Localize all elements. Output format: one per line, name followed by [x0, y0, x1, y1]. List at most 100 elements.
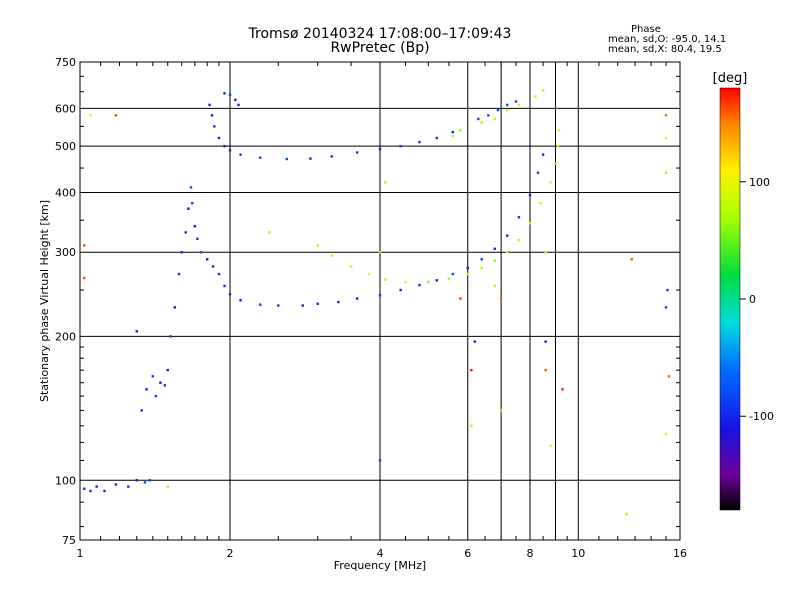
data-point-o	[378, 147, 382, 151]
data-point-o	[217, 272, 221, 276]
colorbar-unit-label: [deg]	[713, 71, 748, 86]
data-point-outliers	[459, 297, 462, 300]
data-point-o	[234, 98, 237, 102]
data-point-o	[211, 265, 215, 268]
data-point-o	[169, 335, 172, 338]
data-point-o	[505, 103, 509, 107]
data-point-o	[196, 237, 199, 241]
data-point-outliers	[667, 375, 671, 378]
phase-heading: Phase	[631, 24, 661, 35]
data-point-x	[493, 259, 497, 262]
data-point-outliers	[499, 297, 503, 300]
phase-stats-x: mean, sd,X: 80.4, 19.5	[608, 44, 722, 55]
x-tick-label: 6	[464, 547, 471, 560]
data-point-x	[268, 231, 271, 234]
data-point-o	[355, 297, 359, 300]
data-point-o	[285, 157, 288, 161]
data-point-outliers	[470, 368, 473, 372]
data-point-x	[625, 512, 628, 516]
data-point-o	[239, 299, 242, 302]
data-point-x	[505, 251, 509, 254]
data-point-o	[435, 279, 438, 282]
data-point-x	[549, 181, 552, 184]
data-point-outliers	[544, 368, 547, 372]
data-point-x	[664, 136, 668, 140]
data-point-outliers	[83, 244, 86, 247]
data-point-o	[228, 293, 232, 296]
y-tick-label: 400	[55, 186, 76, 199]
colorbar	[719, 87, 741, 511]
data-point-o	[514, 100, 518, 103]
y-tick-label: 75	[62, 534, 76, 547]
data-point-o	[217, 136, 221, 140]
data-point-x	[349, 265, 353, 268]
data-point-o	[95, 485, 98, 488]
data-point-o	[544, 340, 547, 343]
data-point-o	[193, 225, 197, 228]
y-tick-label: 600	[55, 102, 76, 115]
data-point-o	[228, 93, 232, 97]
data-point-o	[337, 300, 340, 304]
data-point-o	[496, 108, 500, 112]
x-tick-label: 8	[527, 547, 534, 560]
data-point-x	[556, 144, 560, 148]
data-point-x	[528, 222, 532, 225]
data-point-o	[103, 489, 106, 493]
data-point-o	[418, 283, 421, 287]
data-point-x	[378, 251, 382, 254]
data-point-x	[451, 134, 455, 138]
data-point-o	[418, 140, 421, 144]
data-point-x	[367, 272, 371, 276]
data-point-o	[187, 207, 190, 210]
chart-title-line1: Tromsø 20140324 17:08:00–17:09:43	[248, 26, 512, 42]
data-point-x	[554, 162, 557, 165]
data-point-x	[480, 121, 483, 124]
data-point-o	[140, 409, 143, 412]
data-point-o	[199, 251, 203, 254]
data-point-o	[163, 384, 167, 387]
data-point-o	[378, 459, 382, 462]
data-point-o	[477, 117, 480, 121]
data-point-x	[534, 95, 537, 98]
phase-stats-o: mean, sd,O: -95.0, 14.1	[608, 34, 727, 45]
data-point-x	[166, 485, 169, 488]
data-point-x	[384, 278, 387, 281]
data-point-outliers	[630, 258, 633, 261]
data-point-o	[189, 186, 193, 189]
data-point-outliers	[561, 388, 564, 391]
x-axis-label: Frequency [MHz]	[334, 559, 426, 572]
data-point-o	[330, 155, 333, 158]
data-point-o	[127, 485, 130, 488]
data-point-o	[239, 153, 242, 156]
data-point-o	[435, 136, 438, 140]
x-tick-label: 1	[77, 547, 84, 560]
data-point-o	[528, 193, 532, 197]
data-point-o	[89, 489, 92, 493]
data-point-x	[459, 128, 462, 132]
data-point-o	[208, 103, 211, 107]
data-point-outliers	[664, 114, 668, 117]
data-point-o	[151, 375, 155, 378]
data-point-x	[480, 266, 483, 270]
data-point-x	[557, 128, 561, 132]
data-point-o	[399, 144, 402, 148]
data-point-o	[223, 92, 226, 95]
data-point-o	[451, 272, 455, 276]
data-point-o	[259, 156, 262, 159]
data-point-o	[493, 247, 497, 250]
data-point-o	[316, 302, 319, 305]
data-point-x	[493, 284, 497, 288]
data-point-x	[664, 432, 668, 436]
data-point-o	[173, 306, 177, 309]
data-point-x	[505, 108, 509, 112]
data-point-o	[301, 304, 305, 307]
data-point-o	[259, 303, 262, 306]
data-point-o	[159, 381, 162, 384]
data-point-o	[83, 487, 86, 490]
y-tick-label: 500	[55, 140, 76, 153]
data-point-o	[664, 306, 668, 309]
data-point-o	[473, 340, 477, 343]
data-point-o	[517, 216, 521, 219]
data-point-o	[177, 272, 181, 276]
data-point-o	[135, 479, 138, 482]
